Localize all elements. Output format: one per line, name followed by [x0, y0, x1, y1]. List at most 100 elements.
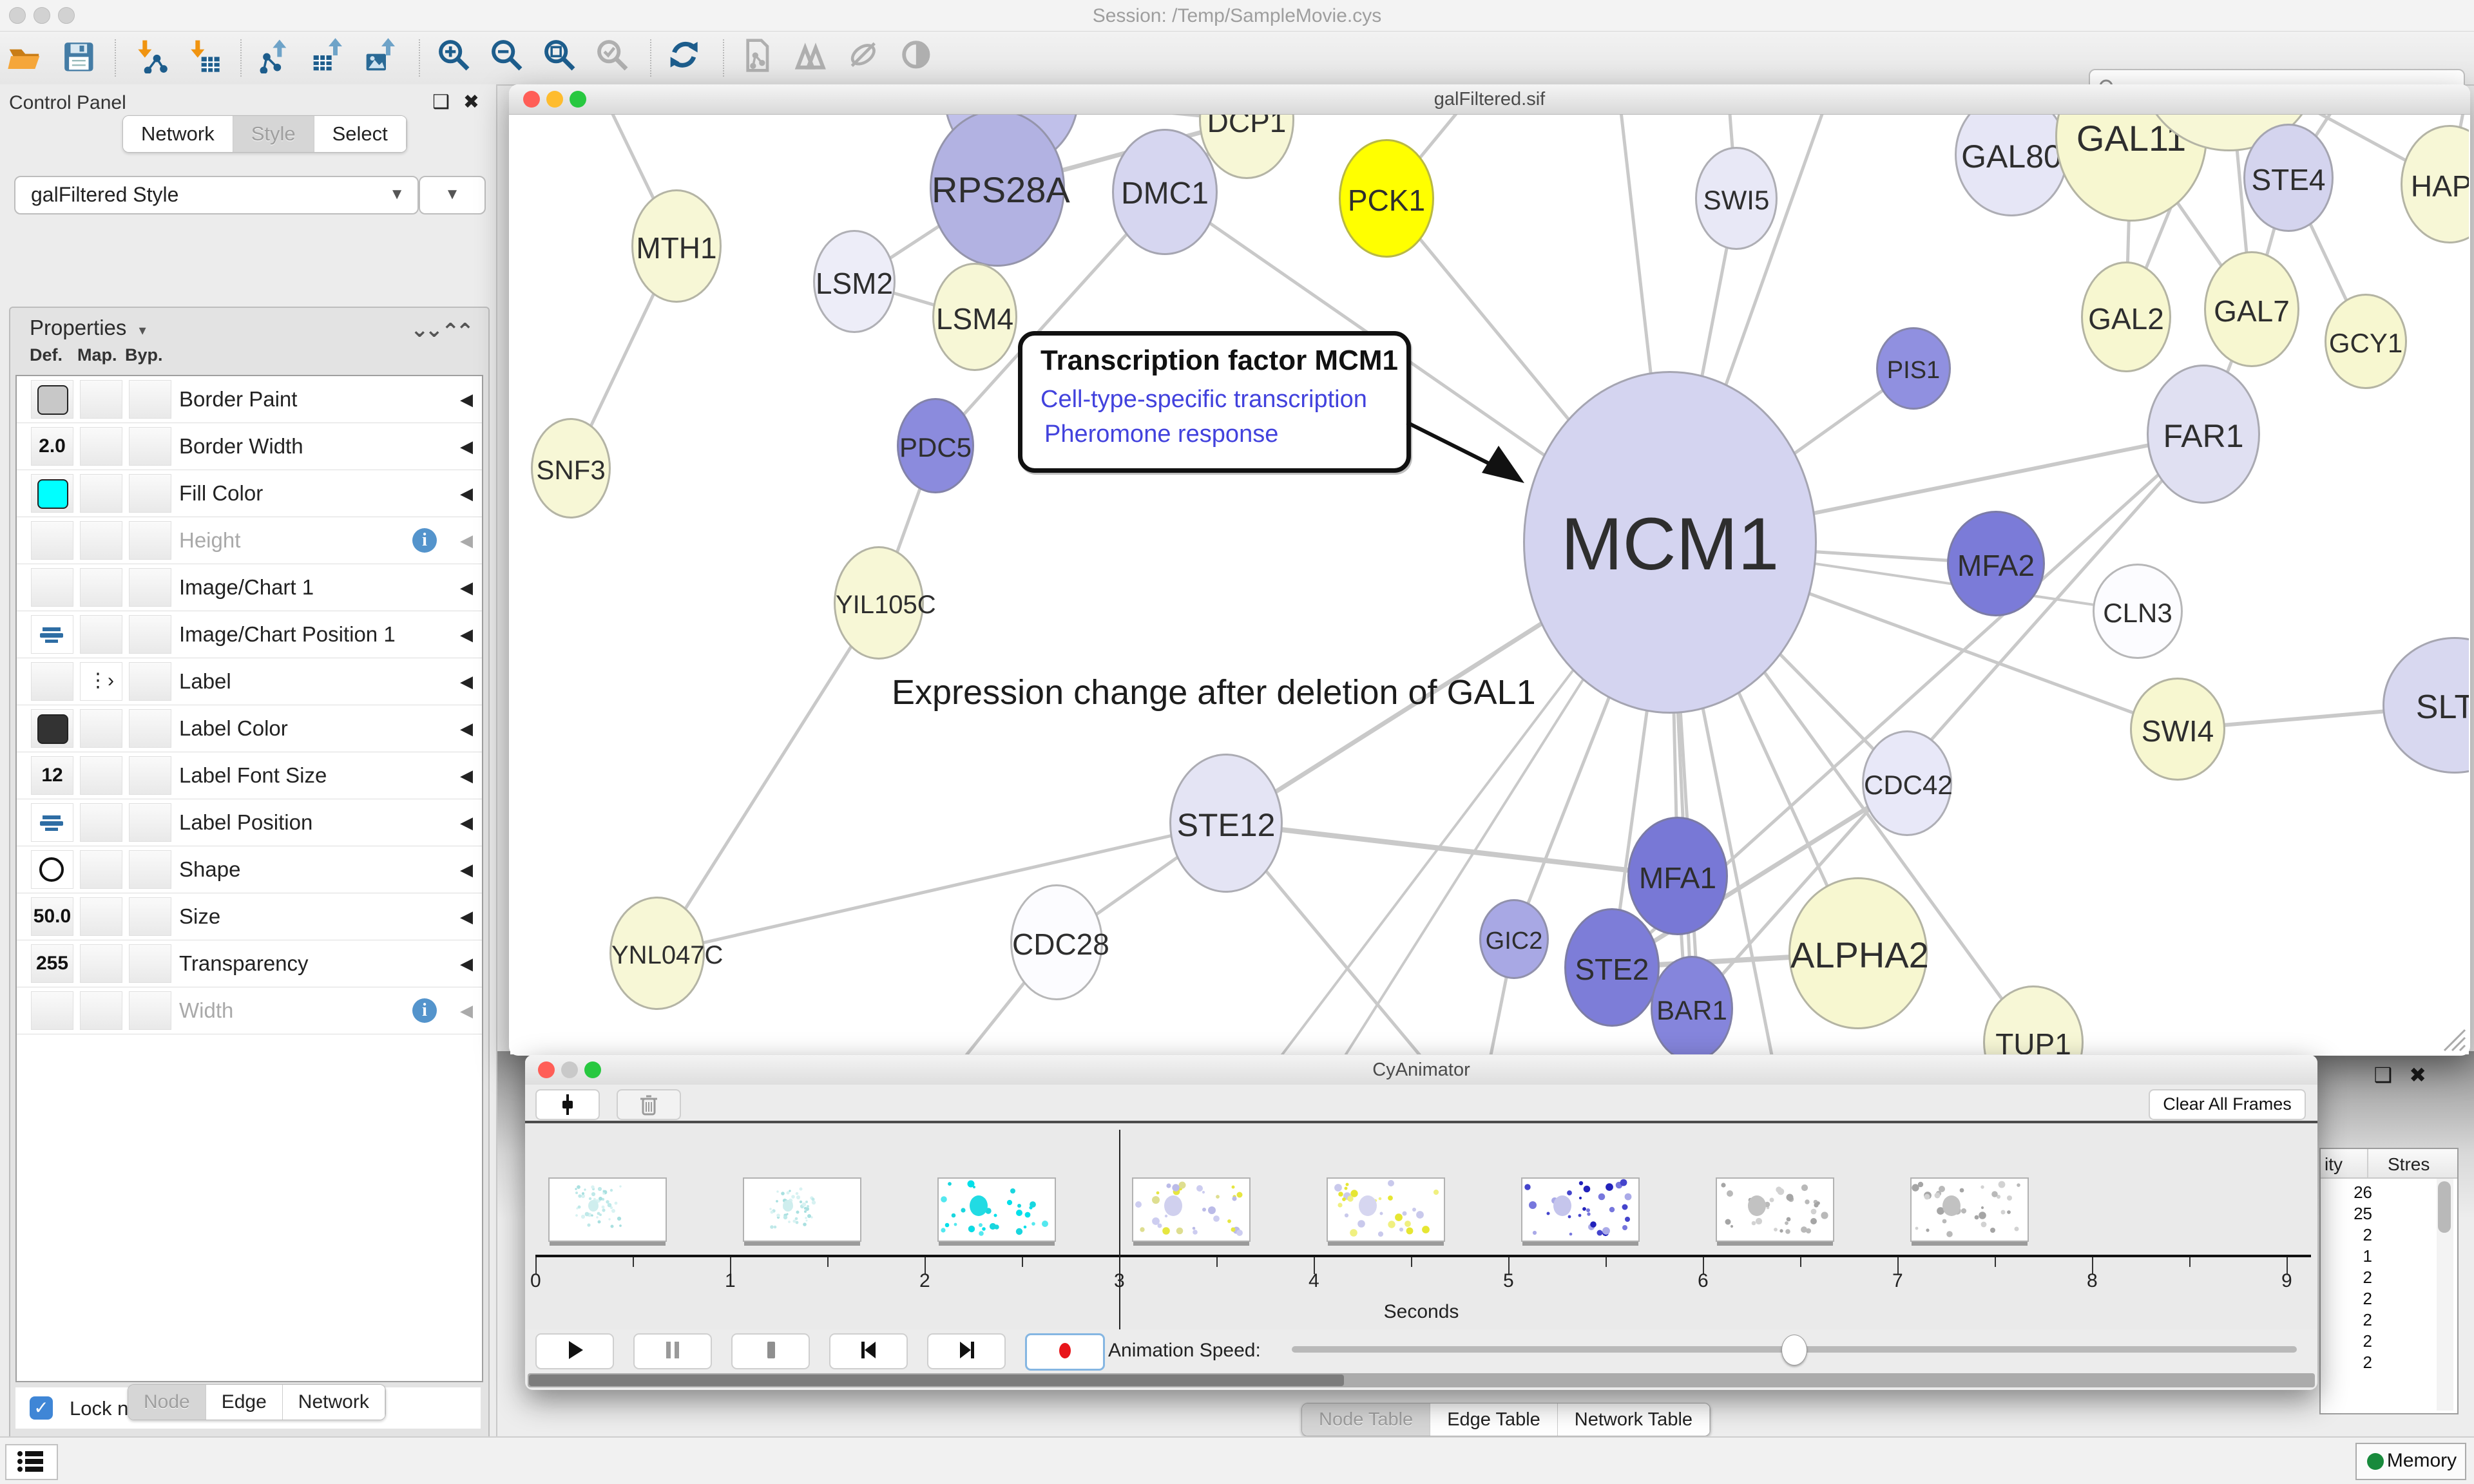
expand-row-icon[interactable]: ◀	[460, 672, 473, 691]
keyframe-thumbnail-1s[interactable]	[743, 1177, 861, 1242]
mcm1-annotation-box[interactable]: Transcription factor MCM1 Cell-type-spec…	[1018, 331, 1411, 473]
property-row-width[interactable]: Width i ◀	[17, 987, 482, 1034]
bottom-tab-network[interactable]: Network	[282, 1385, 385, 1420]
property-row-label-position[interactable]: Label Position ◀	[17, 799, 482, 846]
mapping-cell[interactable]	[80, 427, 122, 466]
node-mfa2[interactable]: MFA2	[1947, 511, 2045, 616]
expand-row-icon[interactable]: ◀	[460, 954, 473, 973]
default-value-cell[interactable]	[31, 568, 73, 607]
node-hap2[interactable]: HAP2	[2401, 125, 2469, 243]
expand-row-icon[interactable]: ◀	[460, 1001, 473, 1020]
bypass-cell[interactable]	[129, 850, 171, 889]
bypass-cell[interactable]	[129, 803, 171, 842]
node-cln3[interactable]: CLN3	[2093, 564, 2183, 659]
expand-row-icon[interactable]: ◀	[460, 860, 473, 879]
float-panel-icon[interactable]: ❑	[432, 91, 450, 113]
table-cell-value[interactable]: 2	[2363, 1268, 2372, 1287]
import-network-button[interactable]	[132, 37, 172, 77]
node-gal7[interactable]: GAL7	[2204, 251, 2299, 367]
tab-network-table[interactable]: Network Table	[1557, 1403, 1711, 1436]
expand-row-icon[interactable]: ◀	[460, 531, 473, 550]
mapping-cell[interactable]	[80, 568, 122, 607]
node-gcy1[interactable]: GCY1	[2325, 294, 2407, 389]
table-cell-value[interactable]: 25	[2354, 1204, 2372, 1223]
node-rps28a[interactable]: RPS28A	[930, 115, 1070, 267]
slider-handle[interactable]	[1781, 1335, 1807, 1365]
node-mfa1[interactable]: MFA1	[1627, 817, 1728, 935]
memory-button[interactable]: Memory	[2355, 1443, 2466, 1480]
mapping-cell[interactable]	[80, 991, 122, 1030]
node-gal80[interactable]: GAL80	[1955, 115, 2068, 216]
scrollbar-thumb[interactable]	[2438, 1181, 2451, 1233]
close-icon[interactable]	[523, 91, 540, 108]
default-value-cell[interactable]	[31, 709, 73, 748]
node-pck1[interactable]: PCK1	[1339, 139, 1434, 258]
bypass-cell[interactable]	[129, 427, 171, 466]
close-window-light[interactable]	[9, 7, 26, 24]
node-gal2[interactable]: GAL2	[2081, 262, 2171, 372]
tab-edge-table[interactable]: Edge Table	[1430, 1403, 1558, 1436]
minimize-icon[interactable]	[561, 1061, 578, 1078]
column-connectivity-partial[interactable]: ity	[2325, 1154, 2343, 1174]
mapping-cell[interactable]	[80, 709, 122, 748]
expand-row-icon[interactable]: ◀	[460, 484, 473, 503]
node-swi5[interactable]: SWI5	[1695, 147, 1778, 250]
keyframe-thumbnail-7s[interactable]	[1910, 1177, 2029, 1242]
property-row-image-chart-position-1[interactable]: Image/Chart Position 1 ◀	[17, 611, 482, 658]
save-session-button[interactable]	[59, 37, 99, 77]
stop-button[interactable]	[731, 1333, 810, 1369]
show-panels-button[interactable]	[5, 1444, 58, 1480]
mapping-cell[interactable]	[80, 803, 122, 842]
default-value-cell[interactable]: 50.0	[31, 897, 73, 936]
animation-timeline[interactable]: 0123456789 Seconds	[525, 1123, 2317, 1329]
node-pis1[interactable]: PIS1	[1876, 327, 1951, 410]
node-far1[interactable]: FAR1	[2147, 365, 2260, 504]
scrollbar-thumb[interactable]	[529, 1375, 1344, 1386]
window-resize-grip[interactable]	[2438, 1023, 2466, 1052]
zoom-window-light[interactable]	[58, 7, 75, 24]
expand-row-icon[interactable]: ◀	[460, 625, 473, 644]
bypass-cell[interactable]	[129, 991, 171, 1030]
style-options-menu-button[interactable]: ▼	[419, 176, 486, 214]
add-frame-button[interactable]	[535, 1089, 600, 1120]
node-cdc42[interactable]: CDC42	[1862, 730, 1953, 836]
zoom-out-button[interactable]	[489, 37, 529, 77]
network-canvas[interactable]: RPS28BRPS28ADMC1DCP1PCK1MTH1LSM2LSM4SNF3…	[510, 115, 2469, 1054]
network-caption-annotation[interactable]: Expression change after deletion of GAL1	[892, 673, 1536, 712]
node-pdc5[interactable]: PDC5	[897, 398, 974, 493]
table-cell-value[interactable]: 2	[2363, 1225, 2372, 1244]
info-icon[interactable]: i	[412, 528, 437, 553]
table-vertical-scrollbar[interactable]	[2437, 1179, 2453, 1411]
property-row-label-color[interactable]: Label Color ◀	[17, 705, 482, 752]
default-value-cell[interactable]	[31, 615, 73, 654]
keyframe-thumbnail-2s[interactable]	[937, 1177, 1056, 1242]
mapping-cell[interactable]	[80, 380, 122, 419]
open-session-button[interactable]	[6, 37, 46, 77]
keyframe-thumbnail-3s[interactable]	[1132, 1177, 1251, 1242]
properties-title-dropdown[interactable]: Properties ▾	[30, 316, 146, 340]
skip-end-button[interactable]	[927, 1333, 1006, 1369]
property-row-height[interactable]: Height i ◀	[17, 517, 482, 564]
table-cell-value[interactable]: 2	[2363, 1331, 2372, 1351]
delete-frame-button[interactable]	[617, 1089, 681, 1120]
apply-preferred-layout-button[interactable]	[667, 37, 707, 77]
property-row-border-width[interactable]: 2.0 Border Width ◀	[17, 423, 482, 470]
bypass-cell[interactable]	[129, 474, 171, 513]
default-value-cell[interactable]	[31, 991, 73, 1030]
annotation-link-1[interactable]: Cell-type-specific transcription	[1040, 386, 1367, 413]
tab-style[interactable]: Style	[233, 116, 314, 152]
close-panel-icon[interactable]: ✖	[463, 91, 479, 113]
mapping-cell[interactable]	[80, 756, 122, 795]
expand-row-icon[interactable]: ◀	[460, 766, 473, 785]
play-button[interactable]	[535, 1333, 614, 1369]
keyframe-thumbnail-4s[interactable]	[1327, 1177, 1445, 1242]
keyframe-thumbnail-5s[interactable]	[1521, 1177, 1640, 1242]
record-button[interactable]	[1025, 1333, 1105, 1371]
node-swi4[interactable]: SWI4	[2130, 678, 2225, 781]
tab-select[interactable]: Select	[314, 116, 407, 152]
node-mcm1[interactable]: MCM1	[1523, 371, 1817, 714]
minimize-icon[interactable]	[546, 91, 563, 108]
property-row-transparency[interactable]: 255 Transparency ◀	[17, 940, 482, 987]
bypass-cell[interactable]	[129, 380, 171, 419]
column-stress-partial[interactable]: Stres	[2388, 1154, 2430, 1174]
